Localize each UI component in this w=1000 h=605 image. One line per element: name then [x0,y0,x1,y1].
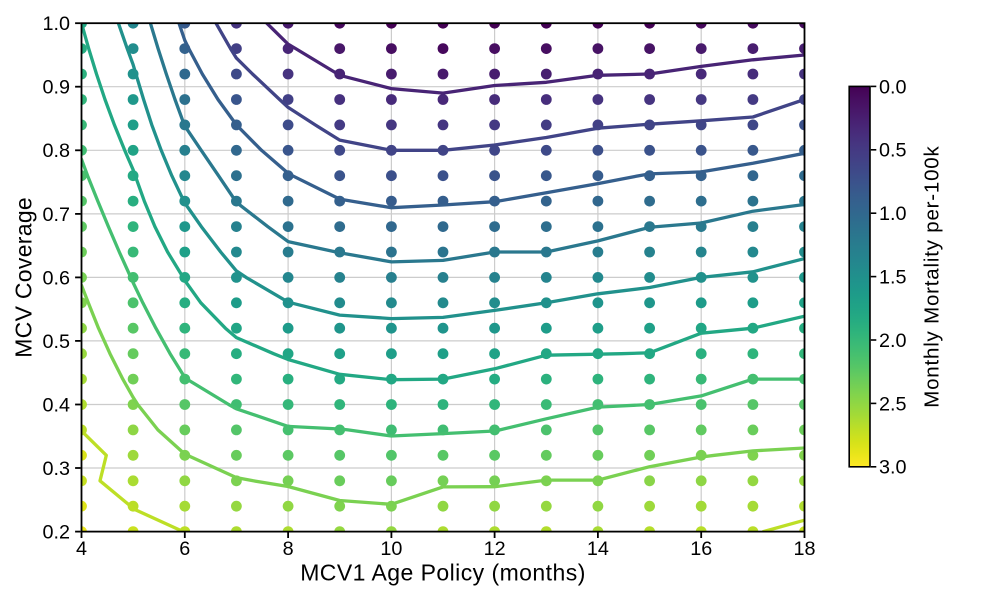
svg-text:MCV1 Age Policy (months): MCV1 Age Policy (months) [300,560,586,586]
svg-text:0.8: 0.8 [43,140,71,162]
svg-text:3.0: 3.0 [879,457,907,479]
svg-text:16: 16 [690,538,712,560]
svg-text:0.6: 0.6 [43,267,71,289]
svg-text:1.0: 1.0 [879,203,907,225]
svg-text:MCV Coverage: MCV Coverage [11,197,37,358]
svg-text:1.0: 1.0 [43,13,71,35]
svg-text:8: 8 [283,538,294,560]
svg-text:18: 18 [793,538,815,560]
svg-text:0.5: 0.5 [43,331,71,353]
svg-text:10: 10 [380,538,402,560]
svg-text:0.5: 0.5 [879,140,907,162]
svg-text:2.5: 2.5 [879,393,907,415]
svg-text:0.2: 0.2 [43,522,71,544]
svg-text:2.0: 2.0 [879,330,907,352]
svg-text:0.0: 0.0 [879,76,907,98]
svg-text:4: 4 [76,538,87,560]
svg-text:0.4: 0.4 [43,394,71,416]
svg-text:14: 14 [587,538,609,560]
svg-text:6: 6 [179,538,190,560]
svg-text:0.7: 0.7 [43,204,71,226]
svg-text:0.3: 0.3 [43,458,71,480]
svg-text:Monthly Mortality per-100k: Monthly Mortality per-100k [921,145,944,407]
svg-text:0.9: 0.9 [43,77,71,99]
svg-text:1.5: 1.5 [879,267,907,289]
svg-text:12: 12 [484,538,506,560]
